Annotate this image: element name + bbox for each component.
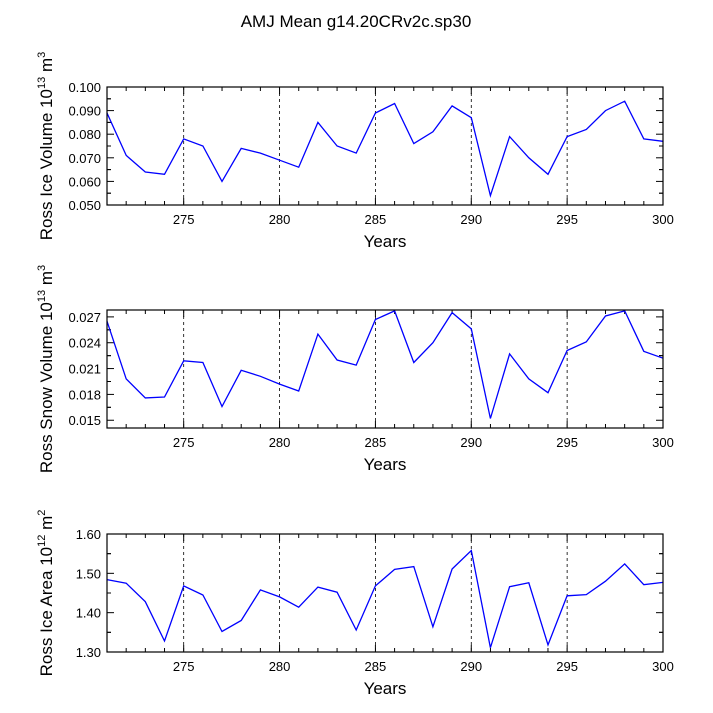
y-axis-title: Ross Ice Volume 1013 m3 — [36, 52, 56, 240]
y-axis-title-exponent: 12 — [36, 535, 48, 547]
x-tick-label: 295 — [556, 212, 578, 227]
y-axis-title-exponent: 3 — [36, 265, 48, 271]
y-tick-label: 0.070 — [68, 151, 101, 166]
y-tick-label: 0.080 — [68, 127, 101, 142]
x-tick-label: 290 — [460, 212, 482, 227]
y-axis-title-text: Ross Ice Area 10 — [37, 547, 56, 676]
chart-panel-1: 0.050 0.060 0.070 0.080 0.090 0.100 275 280 285 2… — [36, 52, 674, 251]
x-tick-label: 285 — [365, 212, 387, 227]
y-tick-label: 0.018 — [68, 387, 101, 402]
y-tick-label: 1.30 — [76, 645, 101, 660]
x-axis-title: Years — [364, 232, 407, 251]
y-tick-label: 0.050 — [68, 198, 101, 213]
x-tick-label: 300 — [652, 435, 674, 450]
x-tick-label: 300 — [652, 212, 674, 227]
x-axis-title: Years — [364, 679, 407, 698]
x-tick-label: 285 — [365, 659, 387, 674]
plot-frame — [106, 533, 664, 653]
x-tick-label: 280 — [269, 659, 291, 674]
series-line — [106, 549, 664, 648]
y-tick-label: 1.50 — [76, 566, 101, 581]
y-tick-label: 0.024 — [68, 336, 101, 351]
y-axis-title-text: m — [37, 271, 56, 290]
series-line — [106, 100, 664, 198]
chart-panel-3: 1.30 1.40 1.50 1.60 275 280 285 290 295 300 Years R… — [36, 510, 674, 698]
y-tick-label: 0.090 — [68, 104, 101, 119]
x-tick-label: 295 — [556, 659, 578, 674]
series-line — [106, 310, 664, 419]
chart-panel-2: 0.015 0.018 0.021 0.024 0.027 275 280 285 290 295… — [36, 265, 674, 474]
y-axis-title-exponent: 13 — [36, 77, 48, 89]
x-tick-label: 290 — [460, 435, 482, 450]
x-tick-label: 275 — [173, 435, 195, 450]
plot-frame — [106, 86, 664, 206]
y-tick-label: 1.40 — [76, 606, 101, 621]
y-axis-title-exponent: 3 — [36, 52, 48, 58]
x-axis-title: Years — [364, 455, 407, 474]
x-tick-label: 275 — [173, 659, 195, 674]
x-tick-label: 275 — [173, 212, 195, 227]
y-tick-label: 0.100 — [68, 80, 101, 95]
y-tick-label: 0.015 — [68, 413, 101, 428]
y-tick-label: 1.60 — [76, 527, 101, 542]
y-axis-title-text: Ross Snow Volume 10 — [37, 302, 56, 473]
y-axis-title-exponent: 2 — [36, 510, 48, 516]
y-axis-title: Ross Ice Area 1012 m2 — [36, 510, 56, 677]
y-axis-title-text: m — [37, 516, 56, 535]
x-tick-label: 290 — [460, 659, 482, 674]
chart-panels: 0.050 0.060 0.070 0.080 0.090 0.100 275 280 285 2… — [36, 52, 674, 698]
x-tick-label: 280 — [269, 435, 291, 450]
plot-frame — [106, 309, 664, 429]
y-axis-title-text: Ross Ice Volume 10 — [37, 89, 56, 240]
x-tick-label: 280 — [269, 212, 291, 227]
x-tick-label: 295 — [556, 435, 578, 450]
y-tick-label: 0.060 — [68, 174, 101, 189]
x-tick-label: 285 — [365, 435, 387, 450]
y-axis-title-exponent: 13 — [36, 290, 48, 302]
y-axis-title: Ross Snow Volume 1013 m3 — [36, 265, 56, 473]
y-axis-title-text: m — [37, 58, 56, 77]
y-tick-label: 0.021 — [68, 362, 101, 377]
figure-title: AMJ Mean g14.20CRv2c.sp30 — [241, 12, 472, 31]
y-tick-label: 0.027 — [68, 310, 101, 325]
x-tick-label: 300 — [652, 659, 674, 674]
